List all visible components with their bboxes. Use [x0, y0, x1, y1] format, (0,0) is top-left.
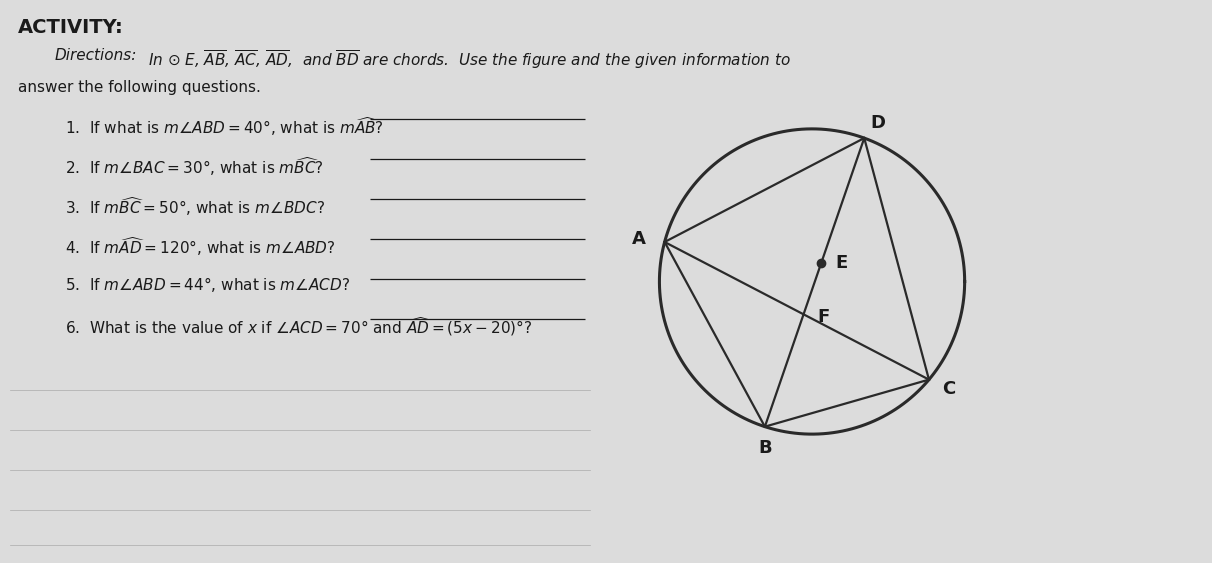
Text: F: F — [817, 309, 829, 327]
Text: ACTIVITY:: ACTIVITY: — [18, 18, 124, 37]
Text: answer the following questions.: answer the following questions. — [18, 80, 261, 95]
Text: In $\odot$ $E$, $\overline{AB}$, $\overline{AC}$, $\overline{AD}$,  and $\overli: In $\odot$ $E$, $\overline{AB}$, $\overl… — [148, 48, 791, 71]
Text: Directions:: Directions: — [55, 48, 137, 63]
Text: 1.  If what is $m\angle ABD = 40°$, what is $m\widehat{AB}$?: 1. If what is $m\angle ABD = 40°$, what … — [65, 115, 384, 138]
Text: A: A — [631, 230, 646, 248]
Text: 5.  If $m\angle ABD = 44°$, what is $m\angle ACD$?: 5. If $m\angle ABD = 44°$, what is $m\an… — [65, 275, 350, 294]
Text: E: E — [835, 254, 847, 272]
Text: 6.  What is the value of $x$ if $\angle ACD = 70°$ and $\widehat{AD} = (5x - 20): 6. What is the value of $x$ if $\angle A… — [65, 315, 532, 338]
Text: B: B — [758, 439, 772, 457]
Text: 2.  If $m\angle BAC = 30°$, what is $m\widehat{BC}$?: 2. If $m\angle BAC = 30°$, what is $m\wi… — [65, 155, 324, 178]
Text: C: C — [942, 380, 955, 398]
Text: 4.  If $m\widehat{AD} = 120°$, what is $m\angle ABD$?: 4. If $m\widehat{AD} = 120°$, what is $m… — [65, 235, 336, 258]
Text: D: D — [870, 114, 886, 132]
Text: 3.  If $m\widehat{BC} = 50°$, what is $m\angle BDC$?: 3. If $m\widehat{BC} = 50°$, what is $m\… — [65, 195, 325, 218]
